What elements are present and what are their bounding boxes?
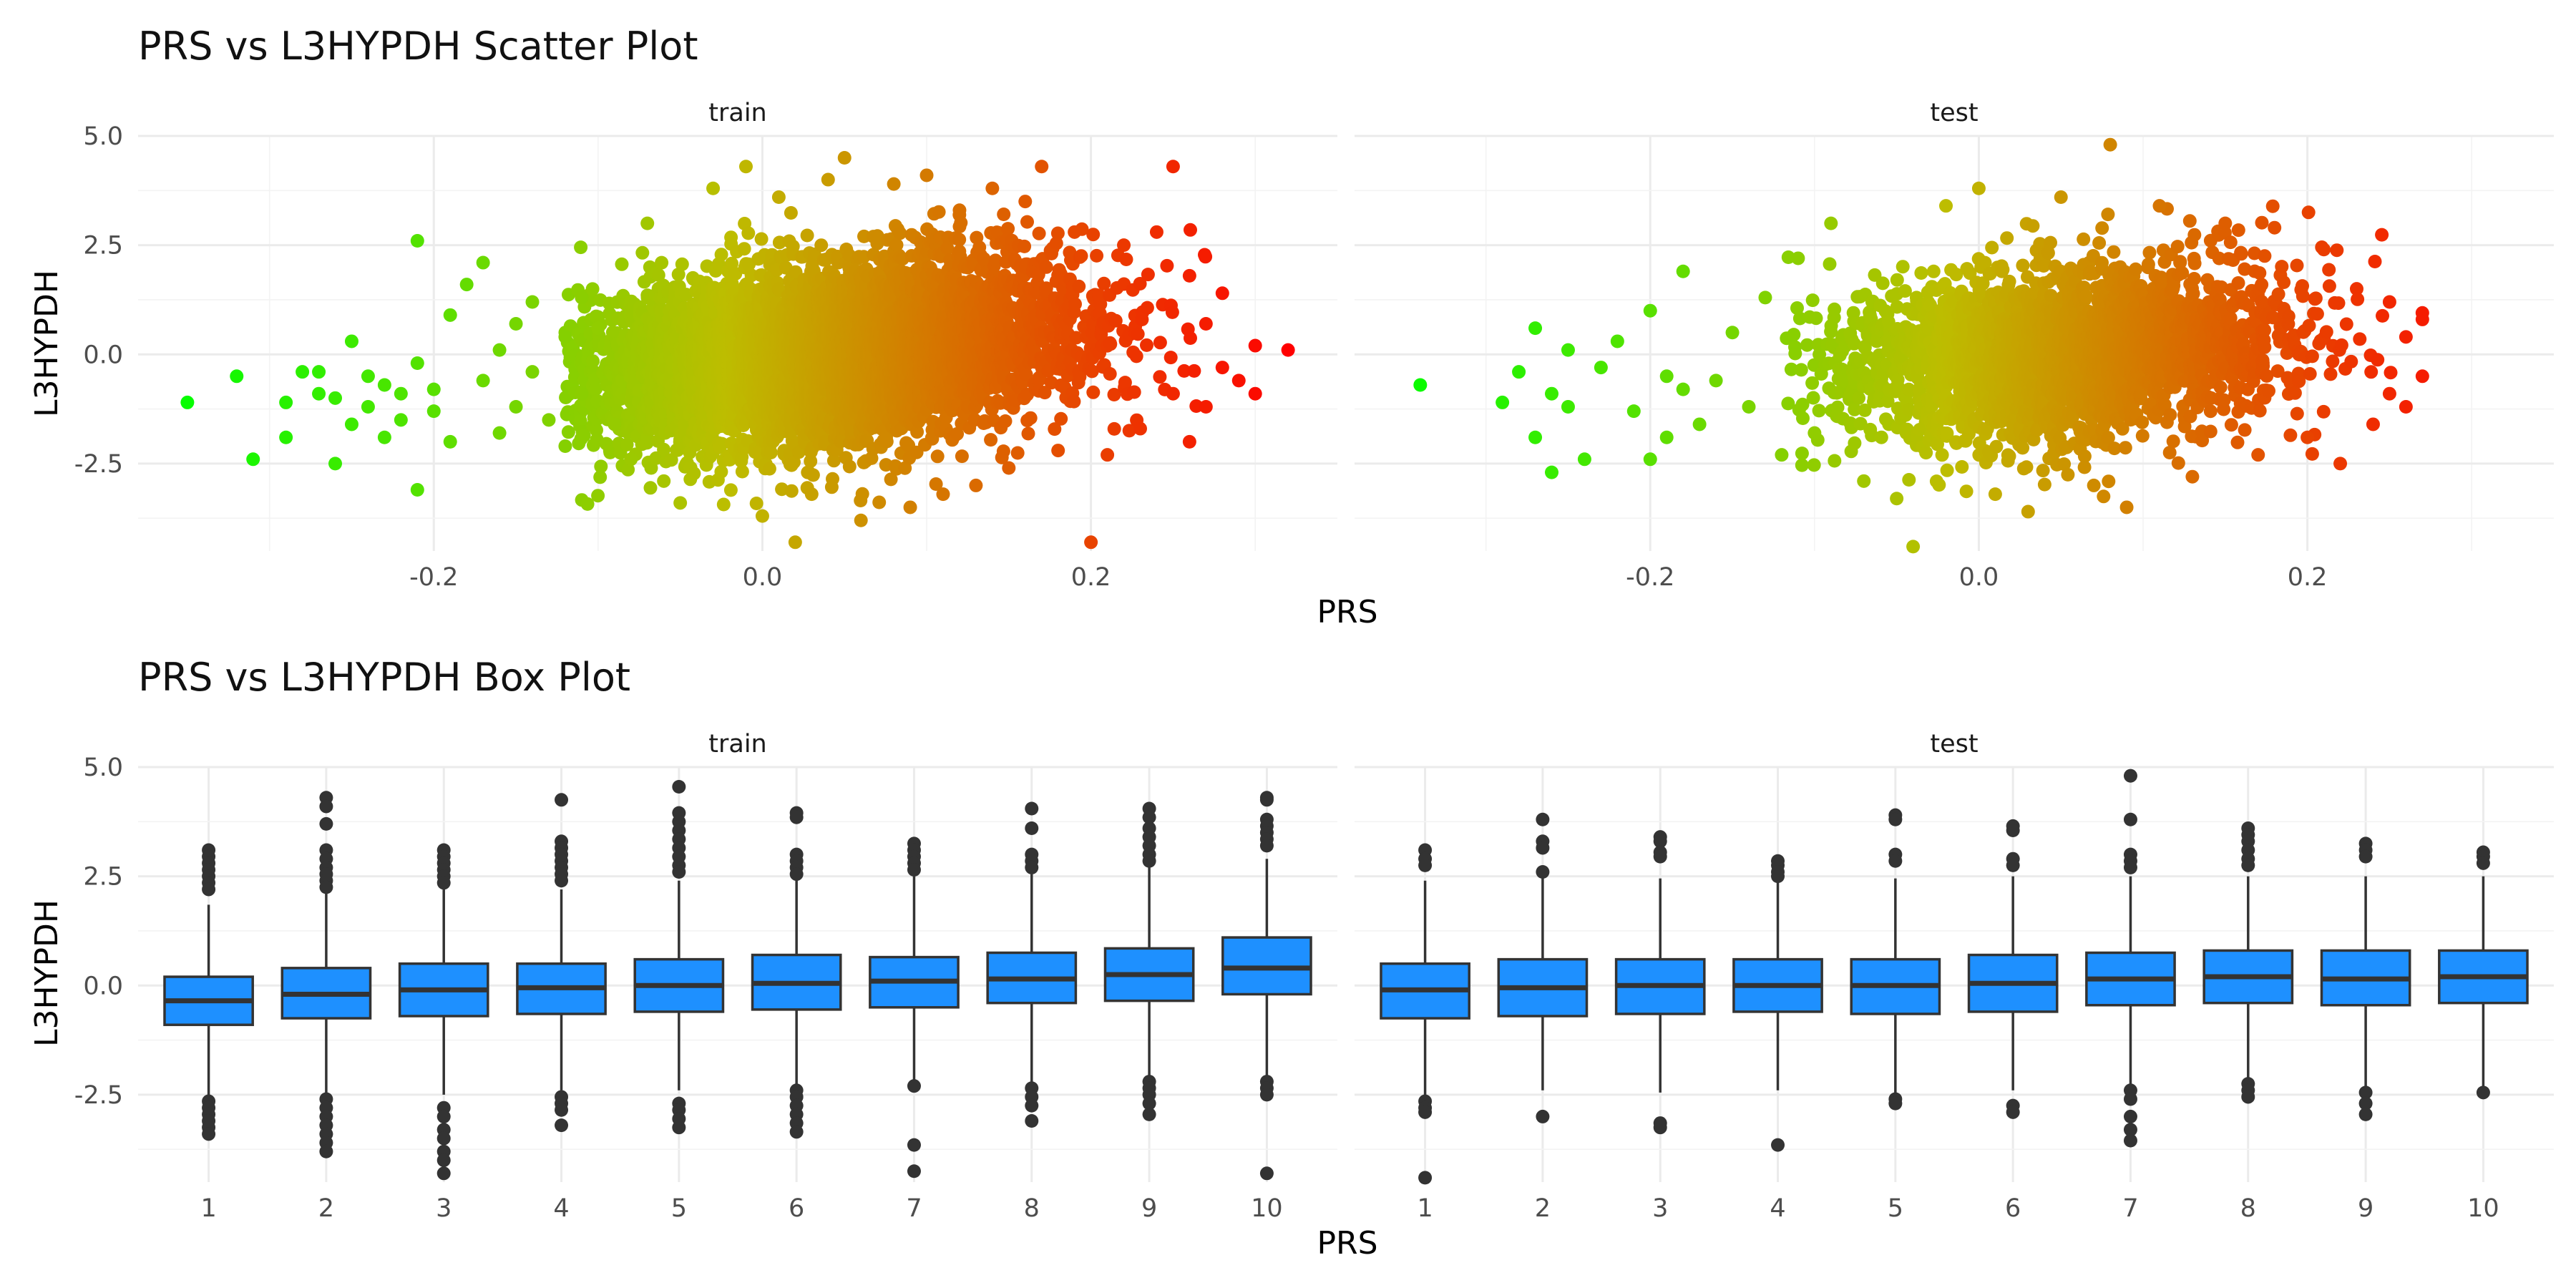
scatter-point	[1018, 239, 1032, 253]
scatter-point	[573, 414, 587, 429]
scatter-cloud	[558, 205, 1213, 512]
scatter-point	[620, 437, 634, 452]
scatter-point	[932, 205, 946, 219]
scatter-point	[952, 233, 967, 247]
scatter-point	[594, 459, 608, 474]
scatter-point	[1039, 260, 1053, 274]
scatter-point	[651, 268, 665, 282]
scatter-point	[615, 257, 629, 271]
scatter-point	[714, 248, 728, 262]
scatter-point	[996, 444, 1010, 459]
scatter-point	[1032, 226, 1046, 240]
scatter-point	[741, 226, 756, 240]
scatter-strip-train: train	[708, 99, 766, 127]
scatter-point	[814, 238, 829, 253]
scatter-point	[784, 206, 798, 220]
scatter-point	[754, 232, 769, 246]
scatter-point	[635, 245, 650, 260]
scatter-point	[737, 242, 751, 256]
scatter-point	[806, 468, 820, 482]
scatter-point	[749, 497, 763, 510]
scatter-point	[1010, 446, 1025, 460]
scatter-point	[800, 228, 814, 243]
scatter-point	[643, 481, 658, 495]
scatter-point	[763, 446, 778, 459]
scatter-point	[603, 445, 618, 459]
scatter-point	[590, 423, 603, 437]
scatter-point	[1050, 226, 1065, 240]
scatter-point	[954, 215, 968, 230]
scatter-point	[842, 459, 857, 474]
scatter-point	[955, 449, 969, 464]
scatter-plot-area: -0.2 0.0 0.2-2.50.02.55.0-0.2 0.0 0.2	[74, 122, 2554, 592]
scatter-point	[984, 433, 998, 447]
scatter-point	[735, 464, 749, 479]
scatter-x-axis-label: PRS	[1317, 594, 1377, 630]
scatter-point	[762, 462, 776, 476]
scatter-point	[621, 462, 635, 477]
scatter-point	[1020, 215, 1034, 229]
scatter-point	[580, 497, 595, 511]
scatter-title: PRS vs L3HYPDH Scatter Plot	[138, 24, 698, 69]
scatter-point	[657, 442, 671, 457]
scatter-point	[655, 255, 669, 270]
scatter-point	[585, 282, 600, 296]
scatter-y-axis-label: L3HYPDH	[29, 270, 65, 417]
scatter-strip-test: test	[1930, 99, 1978, 127]
scatter-panel-train: -0.2 0.0 0.2-2.50.02.55.0	[74, 122, 1337, 592]
scatter-point	[577, 429, 591, 443]
scatter-point	[591, 489, 605, 503]
scatter-point	[675, 257, 689, 271]
scatter-point	[589, 381, 603, 396]
scatter-point	[593, 470, 608, 484]
scatter-point	[716, 497, 731, 512]
scatter-point	[784, 484, 799, 498]
scatter-point	[714, 464, 728, 479]
scatter-point	[1023, 411, 1038, 425]
scatter-point	[893, 226, 907, 240]
scatter-point	[997, 208, 1011, 221]
scatter-point	[723, 483, 738, 497]
scatter-point	[872, 495, 887, 509]
scatter-point	[561, 425, 575, 439]
scatter-point	[687, 467, 701, 481]
scatter-point	[826, 472, 839, 486]
scatter-point	[574, 240, 588, 255]
scatter-point	[1001, 222, 1015, 236]
scatter-point	[586, 354, 600, 369]
scatter-point	[855, 487, 869, 501]
scatter-point	[1021, 426, 1035, 441]
scatter-point	[930, 449, 945, 464]
scatter-point	[879, 434, 894, 449]
scatter-point	[998, 414, 1013, 428]
